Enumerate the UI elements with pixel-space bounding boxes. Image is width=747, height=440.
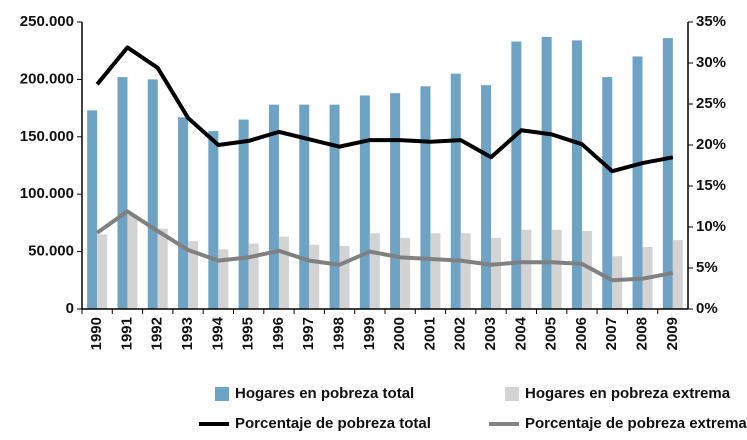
bar [299,104,310,309]
bar [390,93,401,310]
bar [632,56,643,309]
bar [127,214,138,309]
x-tick-label: 1990 [88,317,105,350]
x-tick-label: 2009 [664,317,681,350]
y-tick-label: 200.000 [20,70,74,87]
y-tick-label: 250.000 [20,13,74,30]
bar [612,256,623,309]
x-tick-label: 1996 [270,317,287,350]
bar [450,73,461,309]
x-tick-label: 1993 [179,317,196,350]
bar [662,38,673,310]
bar [147,79,158,310]
legend-label: Hogares en pobreza extrema [525,385,731,402]
y2-tick-label: 10% [696,218,726,235]
x-tick-label: 2008 [634,317,651,350]
bar [521,229,532,309]
x-tick-label: 2003 [482,317,499,350]
legend-swatch [215,387,229,401]
bar [511,41,522,310]
bar [117,77,128,309]
x-tick-label: 1995 [240,317,257,350]
bar [420,86,431,310]
y2-tick-label: 35% [696,13,726,30]
x-tick-label: 2004 [512,316,529,350]
bar [87,110,98,310]
bar [248,243,259,309]
x-tick-label: 2002 [452,317,469,350]
bar [481,85,492,309]
y2-tick-label: 5% [696,259,718,276]
x-tick-label: 1994 [209,316,226,350]
bar [491,237,502,309]
bar [188,241,199,309]
legend-label: Porcentaje de pobreza extrema [525,415,747,432]
bar [278,236,289,309]
y-tick-label: 0 [66,300,74,317]
bar [400,237,411,309]
line [95,45,674,174]
bar [157,228,168,309]
bar [541,36,552,309]
x-tick-label: 1999 [361,317,378,350]
y2-tick-label: 0% [696,300,718,317]
y-tick-label: 50.000 [28,243,74,260]
y2-tick-label: 20% [696,136,726,153]
bar [268,104,279,309]
line [95,209,674,283]
x-tick-label: 2000 [391,317,408,350]
bar [339,245,350,309]
y2-tick-label: 30% [696,54,726,71]
bar [178,117,189,309]
x-tick-label: 2005 [543,317,560,350]
bar [460,233,471,309]
bar [602,77,613,309]
bar [369,233,380,309]
bar [208,131,219,309]
x-tick-label: 2007 [603,317,620,350]
bar [329,104,340,309]
legend-label: Porcentaje de pobreza total [235,415,431,432]
bar [571,40,582,309]
x-tick-label: 1992 [149,317,166,350]
legend-label: Hogares en pobreza total [235,385,414,402]
y2-tick-label: 25% [696,95,726,112]
y-tick-label: 150.000 [20,128,74,145]
bar [97,234,108,309]
x-tick-label: 1998 [331,317,348,350]
y2-tick-label: 15% [696,177,726,194]
bar [672,240,683,309]
legend-swatch [505,387,519,401]
bar [430,233,441,309]
bar [359,95,370,309]
bar [218,249,229,309]
bar [238,119,249,309]
x-tick-label: 2006 [573,317,590,350]
bar [309,244,320,309]
y-tick-label: 100.000 [20,185,74,202]
x-tick-label: 1997 [300,317,317,350]
bar [551,229,562,309]
x-tick-label: 2001 [421,317,438,350]
x-tick-label: 1991 [118,317,135,350]
bar [581,230,592,309]
